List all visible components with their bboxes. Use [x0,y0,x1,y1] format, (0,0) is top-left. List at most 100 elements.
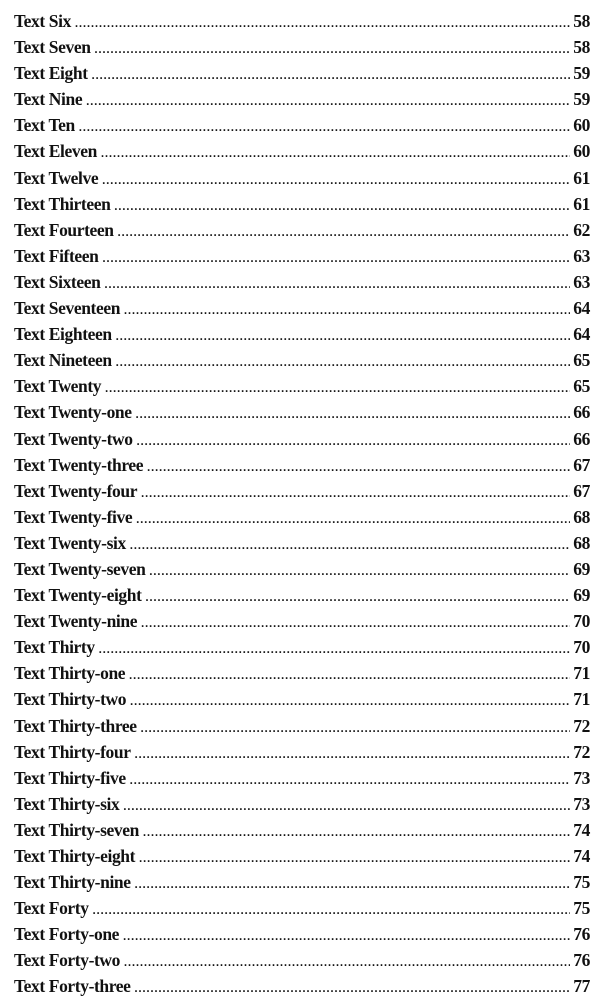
dot-leader [95,36,571,62]
entry-page-number: 60 [573,115,590,136]
dot-leader [99,636,571,662]
dot-leader [93,897,571,923]
entry-title: Text Seventeen [14,298,121,319]
dot-leader [149,558,570,584]
entry-title: Text Thirteen [14,193,111,214]
dot-leader [86,88,570,114]
entry-page-number: 73 [573,767,590,788]
entry-page-number: 64 [573,324,590,345]
dot-leader [118,219,571,245]
dot-leader [143,819,570,845]
entry-page-number: 62 [573,219,590,240]
entry-title: Text Twenty-nine [14,611,138,632]
dot-leader [104,271,570,297]
entry-page-number: 61 [573,193,590,214]
entry-title: Text Twenty-three [14,454,144,475]
entry-page-number: 59 [573,63,590,84]
dot-leader [141,610,570,636]
entry-page-number: 66 [573,402,590,423]
dot-leader [146,584,571,610]
dot-leader [124,949,570,975]
entry-title: Text Thirty-four [14,741,131,762]
entry-title: Text Eighteen [14,324,112,345]
entry-title: Text Nineteen [14,350,112,371]
entry-title: Text Twelve [14,167,99,188]
entry-title: Text Thirty-nine [14,872,131,893]
entry-title: Text Twenty-two [14,428,133,449]
toc-entry: Text Twenty-one 66 [14,399,590,425]
entry-page-number: 77 [573,976,590,997]
entry-title: Text Twenty [14,376,102,397]
entry-page-number: 72 [573,741,590,762]
toc-entry: Text Six 58 [14,8,590,34]
entry-title: Text Thirty-six [14,793,120,814]
entry-title: Text Fourteen [14,219,114,240]
toc-entry: Text Thirty-four 72 [14,739,590,765]
entry-page-number: 61 [573,167,590,188]
entry-page-number: 67 [573,480,590,501]
entry-title: Text Forty-three [14,976,131,997]
toc-entry: Text Forty-one 76 [14,921,590,947]
toc-entry: Text Eighteen 64 [14,321,590,347]
toc-entry: Text Nineteen 65 [14,347,590,373]
entry-title: Text Thirty [14,637,95,658]
dot-leader [135,741,571,767]
toc-entry: Text Fifteen 63 [14,243,590,269]
toc-entry: Text Eight 59 [14,60,590,86]
toc-entry: Text Thirty-nine 75 [14,869,590,895]
dot-leader [124,297,570,323]
dot-leader [75,10,570,36]
entry-title: Text Twenty-six [14,532,126,553]
entry-page-number: 68 [573,506,590,527]
dot-leader [123,923,570,949]
entry-page-number: 59 [573,89,590,110]
entry-title: Text Sixteen [14,271,101,292]
toc-entry: Text Ten 60 [14,112,590,138]
entry-title: Text Twenty-four [14,480,138,501]
toc-entry: Text Twenty-nine 70 [14,608,590,634]
dot-leader [129,662,570,688]
entry-title: Text Eleven [14,141,97,162]
entry-page-number: 76 [573,950,590,971]
entry-page-number: 60 [573,141,590,162]
toc-entry: Text Thirty-five 73 [14,765,590,791]
dot-leader [116,349,571,375]
entry-title: Text Eight [14,63,88,84]
dot-leader [141,480,570,506]
toc-entry: Text Twenty-eight 69 [14,582,590,608]
entry-page-number: 76 [573,924,590,945]
toc-entry: Text Sixteen 63 [14,269,590,295]
entry-page-number: 68 [573,532,590,553]
dot-leader [123,793,570,819]
toc-entry: Text Twenty-seven 69 [14,556,590,582]
dot-leader [136,401,571,427]
dot-leader [92,62,571,88]
entry-page-number: 75 [573,898,590,919]
dot-leader [135,975,571,1001]
dot-leader [79,114,570,140]
toc-entry: Text Twenty-four 67 [14,478,590,504]
toc-entry: Text Twenty 65 [14,373,590,399]
dot-leader [130,767,571,793]
entry-title: Text Twenty-eight [14,585,142,606]
entry-page-number: 72 [573,715,590,736]
entry-title: Text Forty-two [14,950,121,971]
entry-title: Text Thirty-one [14,663,126,684]
toc-entry: Text Twenty-five 68 [14,504,590,530]
entry-title: Text Thirty-two [14,689,127,710]
entry-page-number: 58 [573,37,590,58]
toc-entry: Text Forty 75 [14,895,590,921]
entry-page-number: 58 [573,11,590,31]
entry-page-number: 65 [573,350,590,371]
entry-page-number: 74 [573,846,590,866]
dot-leader [114,193,570,219]
entry-page-number: 69 [573,558,590,579]
toc-entry: Text Thirty-six 73 [14,791,590,817]
toc-entry: Text Fourteen 62 [14,217,590,243]
entry-title: Text Forty-one [14,924,120,945]
dot-leader [137,428,571,454]
dot-leader [116,323,571,349]
entry-page-number: 63 [573,271,590,292]
entry-page-number: 71 [573,689,590,710]
entry-title: Text Thirty-five [14,767,126,788]
